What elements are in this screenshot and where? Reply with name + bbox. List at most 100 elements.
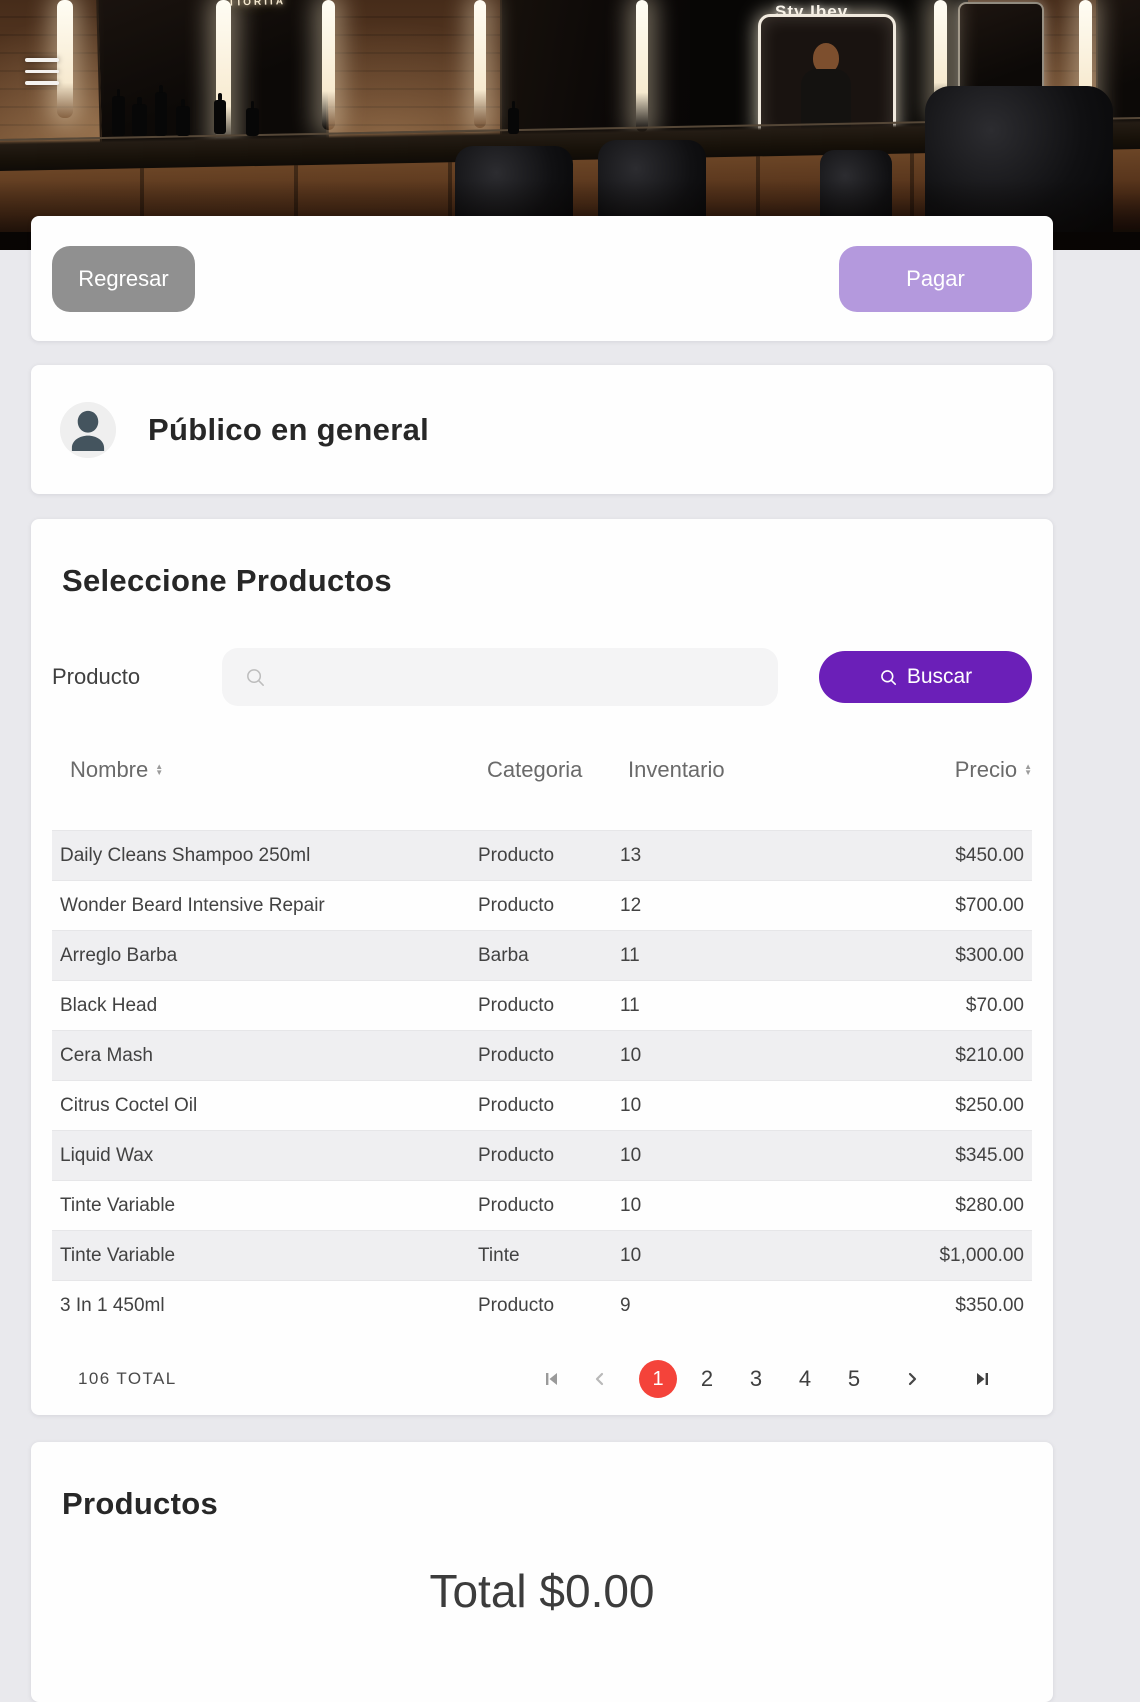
cell-inventario: 10 xyxy=(620,1094,642,1116)
page-button-1[interactable]: 1 xyxy=(639,1360,677,1398)
cell-inventario: 11 xyxy=(620,944,640,966)
table-row[interactable]: Tinte Variable Tinte 10 $1,000.00 xyxy=(52,1230,1032,1280)
table-row[interactable]: Citrus Coctel Oil Producto 10 $250.00 xyxy=(52,1080,1032,1130)
table-row[interactable]: Daily Cleans Shampoo 250ml Producto 13 $450… xyxy=(52,830,1032,880)
cell-precio: $70.00 xyxy=(965,994,1024,1016)
cell-nombre: 3 In 1 450ml xyxy=(60,1294,165,1316)
page-button-3[interactable]: 3 xyxy=(749,1366,763,1391)
cell-categoria: Barba xyxy=(478,944,529,966)
cell-inventario: 13 xyxy=(620,844,642,866)
cell-nombre: Daily Cleans Shampoo 250ml xyxy=(60,844,311,866)
cell-inventario: 10 xyxy=(620,1244,642,1266)
decor-person xyxy=(813,43,839,73)
cell-precio: $350.00 xyxy=(955,1294,1024,1316)
cell-nombre: Tinte Variable xyxy=(60,1194,176,1216)
cart-total-amount: $0.00 xyxy=(539,1565,655,1617)
cell-precio: $345.00 xyxy=(955,1144,1024,1166)
cart-total-label: Total xyxy=(429,1565,527,1617)
cell-categoria: Tinte xyxy=(478,1244,520,1266)
cell-inventario: 10 xyxy=(620,1144,642,1166)
table-row[interactable]: Liquid Wax Producto 10 $345.00 xyxy=(52,1130,1032,1180)
next-page-button[interactable] xyxy=(902,1369,922,1389)
person-icon xyxy=(60,401,116,458)
cell-precio: $450.00 xyxy=(955,844,1024,866)
avatar xyxy=(60,401,116,458)
search-icon xyxy=(880,669,896,685)
prev-page-button[interactable] xyxy=(590,1369,610,1389)
cell-nombre: Arreglo Barba xyxy=(60,944,178,966)
search-button-label: Buscar xyxy=(906,665,973,688)
actions-card: Regresar Pagar xyxy=(31,216,1053,341)
cell-precio: $250.00 xyxy=(955,1094,1024,1116)
main-content: Regresar Pagar Público en general Selecc… xyxy=(31,216,1053,1702)
table-row[interactable]: Wonder Beard Intensive Repair Producto 12 $… xyxy=(52,880,1032,930)
search-icon xyxy=(247,668,264,686)
hero-image: OVIERAIIA TIORIIA Sty Ibev xyxy=(0,0,1140,250)
page-button-5[interactable]: 5 xyxy=(847,1366,861,1391)
last-page-icon xyxy=(977,1373,988,1385)
cell-categoria: Producto xyxy=(478,1094,555,1116)
cell-precio: $1,000.00 xyxy=(939,1244,1024,1266)
cell-categoria: Producto xyxy=(478,844,555,866)
cell-inventario: 10 xyxy=(620,1044,642,1066)
first-page-icon xyxy=(546,1373,557,1385)
chevron-left-icon xyxy=(595,1372,604,1386)
table-row[interactable]: 3 In 1 450ml Producto 9 $350.00 xyxy=(52,1280,1032,1330)
table-row[interactable]: Arreglo Barba Barba 11 $300.00 xyxy=(52,930,1032,980)
page-button-2[interactable]: 2 xyxy=(700,1366,714,1391)
table-row[interactable]: Tinte Variable Producto 10 $280.00 xyxy=(52,1180,1032,1230)
cell-precio: $300.00 xyxy=(955,944,1024,966)
cart-total: Total $0.00 xyxy=(31,1564,1053,1618)
mirror-neon-line2: TIORIIA xyxy=(228,0,287,9)
last-page-button[interactable] xyxy=(972,1369,992,1389)
product-table-body: Daily Cleans Shampoo 250ml Producto 13 $450… xyxy=(52,830,1032,1330)
products-section-title: Seleccione Productos xyxy=(62,563,392,598)
table-row[interactable]: Cera Mash Producto 10 $210.00 xyxy=(52,1030,1032,1080)
cell-inventario: 12 xyxy=(620,894,642,916)
table-row[interactable]: Black Head Producto 11 $70.00 xyxy=(52,980,1032,1030)
total-count: 106 TOTAL xyxy=(78,1369,177,1388)
first-page-button[interactable] xyxy=(542,1369,562,1389)
cell-nombre: Cera Mash xyxy=(60,1044,153,1066)
pay-button[interactable]: Pagar xyxy=(839,245,1032,312)
cell-categoria: Producto xyxy=(478,1044,555,1066)
cart-card: Productos Total $0.00 xyxy=(31,1442,1053,1702)
cell-nombre: Black Head xyxy=(60,994,158,1016)
search-button[interactable]: Buscar xyxy=(819,651,1032,703)
menu-icon[interactable] xyxy=(25,58,59,85)
customer-name: Público en general xyxy=(148,411,430,447)
column-header-precio[interactable]: Precio ▲ ▼ xyxy=(954,757,1032,782)
product-filter-label: Producto xyxy=(52,664,141,689)
cell-categoria: Producto xyxy=(478,894,555,916)
cell-categoria: Producto xyxy=(478,1294,555,1316)
decor-led-strip xyxy=(474,0,486,128)
cell-categoria: Producto xyxy=(478,994,555,1016)
column-header-categoria: Categoria xyxy=(487,757,583,782)
sort-icon: ▲ ▼ xyxy=(155,762,164,777)
cell-categoria: Producto xyxy=(478,1194,555,1216)
decor-led-strip xyxy=(57,0,73,118)
cell-nombre: Liquid Wax xyxy=(60,1144,154,1166)
mirror-neon-text: OVIERAIIA TIORIIA xyxy=(228,0,307,9)
chevron-right-icon xyxy=(908,1372,917,1386)
column-header-nombre[interactable]: Nombre ▲ ▼ xyxy=(70,757,164,782)
page-button-4[interactable]: 4 xyxy=(798,1366,812,1391)
cell-categoria: Producto xyxy=(478,1144,555,1166)
cart-title: Productos xyxy=(62,1486,218,1521)
search-field[interactable] xyxy=(222,648,778,706)
product-search-row: Producto Buscar xyxy=(52,648,1032,706)
cell-inventario: 10 xyxy=(620,1194,642,1216)
customer-card: Público en general xyxy=(31,365,1053,494)
decor-led-strip xyxy=(322,0,335,130)
table-header-row: Nombre ▲ ▼ Categoria Inventario Precio ▲ ▼ xyxy=(52,750,1032,790)
products-card: Seleccione Productos Producto Buscar xyxy=(31,519,1053,1415)
cell-nombre: Wonder Beard Intensive Repair xyxy=(60,894,325,916)
back-button[interactable]: Regresar xyxy=(52,245,195,312)
cell-inventario: 9 xyxy=(620,1294,631,1316)
cell-precio: $700.00 xyxy=(955,894,1024,916)
product-search-input[interactable] xyxy=(267,648,778,706)
cell-inventario: 11 xyxy=(620,994,640,1016)
sort-icon: ▲ ▼ xyxy=(1024,762,1032,777)
cell-precio: $280.00 xyxy=(955,1194,1024,1216)
